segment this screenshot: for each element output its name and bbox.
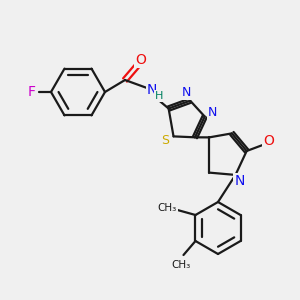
Text: N: N — [182, 86, 191, 99]
Text: N: N — [234, 174, 245, 188]
Text: O: O — [263, 134, 274, 148]
Text: H: H — [155, 91, 163, 101]
Text: N: N — [147, 83, 157, 97]
Text: S: S — [161, 134, 169, 147]
Text: CH₃: CH₃ — [172, 260, 191, 270]
Text: O: O — [136, 53, 146, 67]
Text: CH₃: CH₃ — [158, 203, 177, 213]
Text: F: F — [28, 85, 36, 99]
Text: N: N — [208, 106, 218, 119]
